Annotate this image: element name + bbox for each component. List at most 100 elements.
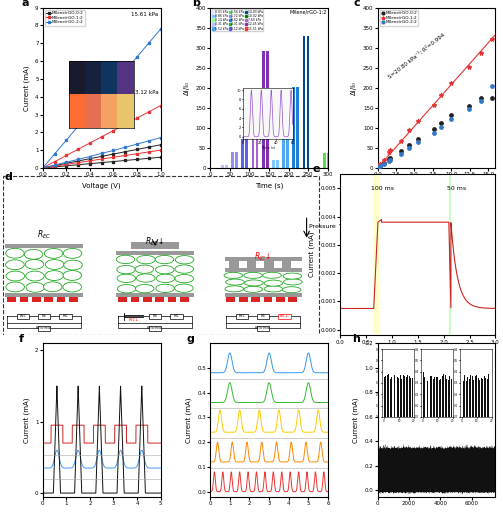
Bar bbox=[245, 139, 248, 168]
Bar bbox=[276, 297, 285, 302]
Bar bbox=[8, 297, 16, 302]
MXene/rGO-0:2 bbox=[374, 163, 382, 172]
Ellipse shape bbox=[244, 286, 263, 292]
Text: $R_{IC}$: $R_{IC}$ bbox=[173, 312, 180, 320]
Bar bbox=[282, 261, 291, 269]
MXene/rGO-0:2 bbox=[146, 155, 152, 161]
Bar bbox=[229, 261, 239, 269]
MXene/rGO-1:2 bbox=[380, 156, 388, 164]
MXene/rGO-1:2 bbox=[488, 35, 496, 43]
Text: $R_{Electrode}$: $R_{Electrode}$ bbox=[146, 325, 164, 332]
Bar bbox=[247, 261, 257, 269]
Ellipse shape bbox=[137, 255, 155, 264]
Text: $R_{EC}$↓: $R_{EC}$↓ bbox=[145, 236, 165, 248]
Bar bbox=[20, 297, 28, 302]
MXene/rGO-1:2 bbox=[386, 146, 394, 154]
MXene/rGO-0:2 bbox=[111, 158, 117, 164]
Bar bbox=[38, 314, 50, 318]
Bar bbox=[449, 165, 451, 335]
Ellipse shape bbox=[264, 280, 283, 286]
Ellipse shape bbox=[156, 284, 175, 292]
Bar bbox=[44, 297, 53, 302]
Bar bbox=[266, 51, 269, 168]
Legend: MXene/rGO-0:2, MXene/rGO-1:2, MXene/rGO-2:2: MXene/rGO-0:2, MXene/rGO-1:2, MXene/rGO-… bbox=[380, 10, 418, 26]
Bar bbox=[358, 22, 361, 168]
Bar bbox=[292, 87, 295, 168]
Bar bbox=[116, 251, 194, 255]
Bar bbox=[307, 36, 309, 168]
Y-axis label: Current (mA): Current (mA) bbox=[185, 397, 192, 442]
MXene/rGO-0:2 bbox=[380, 159, 388, 167]
MXene/rGO-2:2 bbox=[111, 147, 117, 154]
MXene/rGO-2:2 bbox=[380, 160, 388, 168]
MXene/rGO-0:2 bbox=[157, 154, 163, 160]
Ellipse shape bbox=[63, 248, 82, 259]
Text: c: c bbox=[354, 0, 361, 8]
Bar bbox=[278, 314, 291, 318]
Ellipse shape bbox=[155, 255, 174, 264]
Text: $R_{EC}$: $R_{EC}$ bbox=[19, 312, 27, 320]
Bar bbox=[231, 152, 234, 168]
Line: MXene/rGO-0:2: MXene/rGO-0:2 bbox=[42, 156, 162, 169]
Ellipse shape bbox=[45, 260, 64, 269]
MXene/rGO-1:2 bbox=[51, 163, 57, 169]
Text: $R_{EC}$: $R_{EC}$ bbox=[37, 229, 51, 241]
MXene/rGO-1:2 bbox=[437, 91, 445, 99]
MXene/rGO-2:2 bbox=[51, 162, 57, 168]
Ellipse shape bbox=[26, 271, 44, 281]
Ellipse shape bbox=[117, 274, 136, 283]
MXene/rGO-0:2 bbox=[437, 119, 445, 127]
MXene/rGO-0:2 bbox=[488, 94, 496, 102]
Bar bbox=[32, 297, 41, 302]
Ellipse shape bbox=[156, 274, 175, 283]
MXene/rGO-0:2 bbox=[414, 135, 422, 143]
MXene/rGO-1:2 bbox=[374, 163, 382, 171]
Bar bbox=[116, 293, 194, 297]
Ellipse shape bbox=[136, 274, 155, 282]
MXene/rGO-1:2 bbox=[122, 153, 128, 159]
MXene/rGO-1:2 bbox=[430, 100, 438, 109]
MXene/rGO-1:2 bbox=[87, 158, 93, 164]
Bar bbox=[373, 165, 379, 335]
Text: $R_{Electrode}$: $R_{Electrode}$ bbox=[255, 325, 272, 332]
MXene/rGO-0:2 bbox=[405, 141, 413, 149]
Y-axis label: ΔI/I₀: ΔI/I₀ bbox=[184, 81, 190, 95]
Text: $R_{IC}$: $R_{IC}$ bbox=[61, 312, 69, 320]
Text: $R_S$: $R_S$ bbox=[260, 312, 267, 320]
Ellipse shape bbox=[6, 282, 25, 292]
Ellipse shape bbox=[25, 260, 44, 269]
Bar bbox=[224, 293, 302, 297]
Line: MXene/rGO-2:2: MXene/rGO-2:2 bbox=[42, 136, 162, 169]
X-axis label: Pressure (kPa): Pressure (kPa) bbox=[411, 183, 461, 189]
MXene/rGO-0:2 bbox=[134, 156, 140, 162]
Bar bbox=[313, 166, 316, 168]
Bar bbox=[168, 297, 177, 302]
X-axis label: Time (s): Time (s) bbox=[88, 511, 116, 512]
MXene/rGO-0:2 bbox=[430, 124, 438, 133]
Bar bbox=[221, 165, 224, 168]
X-axis label: Time (s): Time (s) bbox=[423, 511, 451, 512]
Bar bbox=[59, 314, 71, 318]
Bar bbox=[257, 314, 270, 318]
MXene/rGO-0:2 bbox=[465, 102, 473, 110]
Ellipse shape bbox=[6, 271, 25, 281]
Bar bbox=[224, 272, 302, 293]
Text: 100 ms: 100 ms bbox=[371, 186, 394, 191]
MXene/rGO-1:2 bbox=[396, 137, 404, 145]
Bar bbox=[236, 314, 248, 318]
Bar bbox=[264, 261, 274, 269]
Bar bbox=[6, 244, 82, 248]
X-axis label: Time (s): Time (s) bbox=[255, 183, 283, 189]
MXene/rGO-2:2 bbox=[430, 129, 438, 137]
MXene/rGO-0:2 bbox=[376, 161, 384, 169]
Text: g: g bbox=[187, 334, 195, 344]
MXene/rGO-2:2 bbox=[437, 123, 445, 131]
Ellipse shape bbox=[117, 265, 135, 274]
Ellipse shape bbox=[64, 260, 82, 270]
MXene/rGO-0:2 bbox=[99, 160, 105, 166]
MXene/rGO-2:2 bbox=[405, 144, 413, 152]
MXene/rGO-1:2 bbox=[146, 149, 152, 155]
MXene/rGO-2:2 bbox=[477, 97, 485, 105]
MXene/rGO-0:2 bbox=[386, 154, 394, 162]
Text: $R_{EC}$↓: $R_{EC}$↓ bbox=[128, 316, 139, 324]
